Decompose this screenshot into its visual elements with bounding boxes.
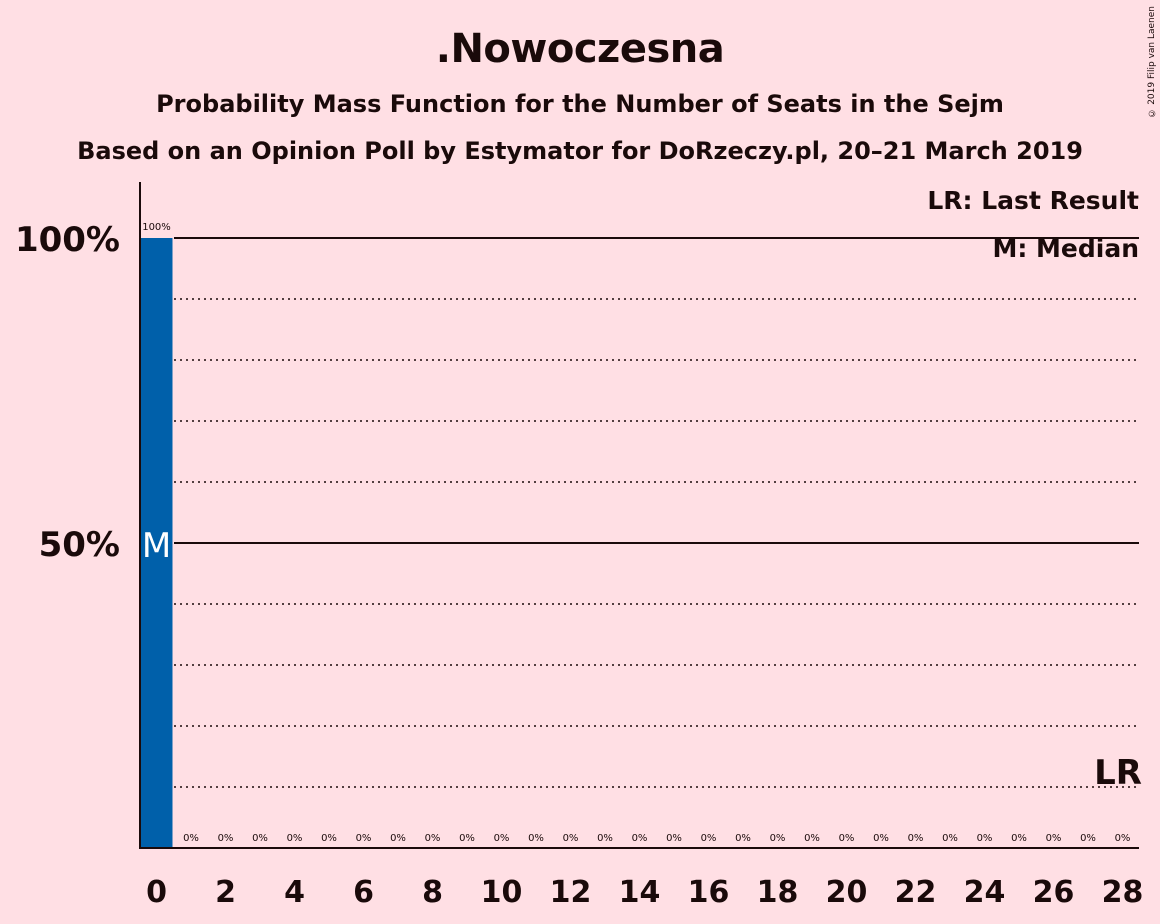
value-label: 0%	[1080, 833, 1096, 844]
value-label: 0%	[873, 833, 889, 844]
value-label: 0%	[183, 833, 199, 844]
value-label: 0%	[770, 833, 786, 844]
value-label: 0%	[977, 833, 993, 844]
value-label: 0%	[908, 833, 924, 844]
value-label: 0%	[321, 833, 337, 844]
value-label: 0%	[735, 833, 751, 844]
gridlines	[174, 237, 1139, 788]
x-tick-label: 20	[826, 875, 868, 910]
chart-subtitle: Probability Mass Function for the Number…	[156, 90, 1004, 118]
x-tick-label: 16	[688, 875, 730, 910]
value-label: 0%	[356, 833, 372, 844]
value-label: 0%	[459, 833, 475, 844]
y-tick-labels: 50% 100%	[15, 220, 120, 565]
value-label: 0%	[425, 833, 441, 844]
x-tick-label: 28	[1102, 875, 1144, 910]
value-label: 0%	[632, 833, 648, 844]
x-tick-label: 0	[146, 875, 167, 910]
value-label: 0%	[287, 833, 303, 844]
value-label: 0%	[701, 833, 717, 844]
markers: M LR	[142, 526, 1142, 793]
axes	[139, 182, 1139, 849]
value-label: 0%	[597, 833, 613, 844]
value-label: 0%	[942, 833, 958, 844]
value-label: 100%	[142, 222, 171, 233]
chart-title: .Nowoczesna	[435, 26, 725, 72]
legend-entry: LR: Last Result	[927, 186, 1139, 215]
legend-entry: M: Median	[992, 234, 1139, 263]
y-tick-label: 50%	[39, 525, 120, 565]
value-label: 0%	[1115, 833, 1131, 844]
value-label: 0%	[252, 833, 268, 844]
value-label: 0%	[528, 833, 544, 844]
x-tick-label: 24	[964, 875, 1006, 910]
x-tick-label: 10	[481, 875, 523, 910]
value-labels: 100% 0% 0% 0% 0% 0% 0% 0% 0% 0% 0% 0% 0% 0% 0% 0% 0% 0% 0%…	[142, 222, 1130, 844]
x-tick-labels: 0 2 4 6 8 10 12 14 16 18 20 22 24 26 28	[146, 875, 1143, 910]
bar	[140, 238, 173, 848]
x-tick-label: 26	[1033, 875, 1075, 910]
x-tick-label: 14	[619, 875, 661, 910]
x-tick-label: 4	[284, 875, 305, 910]
value-label: 0%	[218, 833, 234, 844]
value-label: 0%	[839, 833, 855, 844]
value-label: 0%	[1011, 833, 1027, 844]
value-label: 0%	[563, 833, 579, 844]
last-result-marker: LR	[1094, 753, 1142, 793]
x-tick-label: 12	[550, 875, 592, 910]
x-tick-label: 2	[215, 875, 236, 910]
x-tick-label: 8	[422, 875, 443, 910]
legend: LR: Last Result M: Median	[927, 186, 1139, 263]
x-tick-label: 6	[353, 875, 374, 910]
value-label: 0%	[1046, 833, 1062, 844]
value-label: 0%	[390, 833, 406, 844]
value-label: 0%	[494, 833, 510, 844]
chart-source-subtitle: Based on an Opinion Poll by Estymator fo…	[77, 137, 1083, 165]
median-marker: M	[142, 526, 171, 566]
x-tick-label: 18	[757, 875, 799, 910]
x-tick-label: 22	[895, 875, 937, 910]
value-label: 0%	[666, 833, 682, 844]
y-tick-label: 100%	[15, 220, 120, 260]
bars	[140, 238, 173, 848]
value-label: 0%	[804, 833, 820, 844]
